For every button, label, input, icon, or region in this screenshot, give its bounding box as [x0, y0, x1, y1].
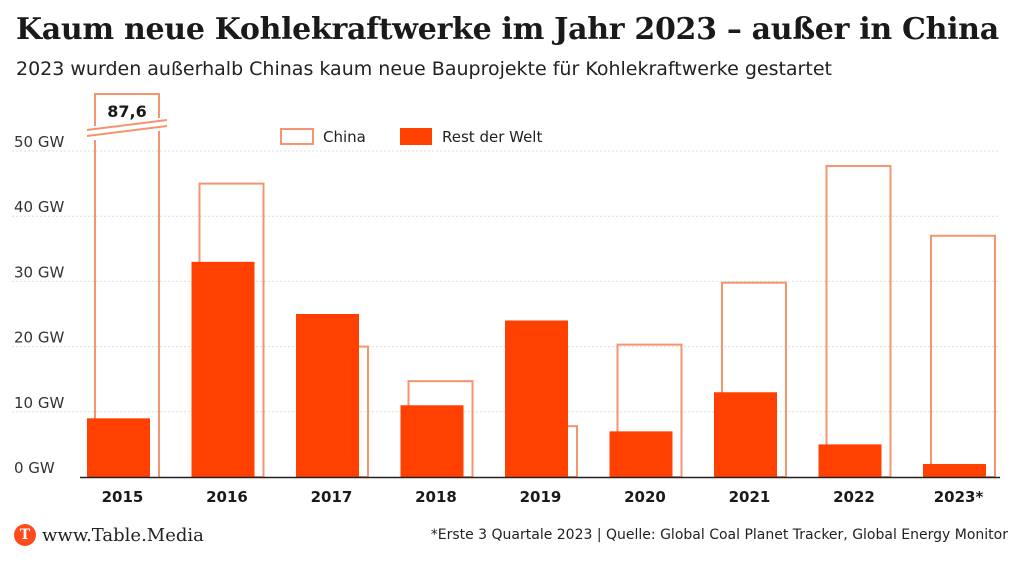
table-media-logo-icon: T — [14, 524, 36, 546]
bar-rest-2018 — [400, 405, 464, 477]
brand-logo: T www.Table.Media — [14, 524, 204, 546]
bar-china-2023* — [930, 234, 996, 478]
x-tick-label: 2017 — [311, 488, 353, 506]
y-tick-label: 20 GW — [14, 329, 64, 347]
x-tick-label: 2019 — [520, 488, 562, 506]
bar-rest-2020 — [609, 431, 673, 477]
axis-break-mark — [86, 125, 168, 137]
bar-rest-2019 — [505, 320, 568, 477]
x-tick-label: 2018 — [415, 488, 457, 506]
x-tick-label: 2023* — [934, 488, 984, 506]
x-tick-label: 2021 — [729, 488, 771, 506]
legend-label-rest: Rest der Welt — [442, 128, 542, 146]
y-tick-label: 0 GW — [14, 459, 55, 477]
legend-swatch-china — [280, 128, 314, 145]
bar-rest-2015 — [87, 418, 150, 477]
legend-label-china: China — [323, 128, 366, 146]
source-note: *Erste 3 Quartale 2023 | Quelle: Global … — [430, 527, 1008, 543]
chart-title: Kaum neue Kohlekraftwerke im Jahr 2023 –… — [16, 12, 999, 47]
bar-rest-2016 — [191, 261, 255, 477]
y-tick-label: 50 GW — [14, 133, 64, 151]
bar-rest-2022 — [818, 444, 882, 477]
chart-subtitle: 2023 wurden außerhalb Chinas kaum neue B… — [16, 58, 832, 80]
bar-rest-2021 — [714, 392, 777, 477]
bar-chart: 0 GW 10 GW 20 GW 30 GW 40 GW 50 GW 87,6 2015 201… — [12, 93, 1000, 506]
bar-china-2022 — [825, 164, 892, 478]
x-tick-label: 2016 — [206, 488, 248, 506]
x-tick-label: 2020 — [624, 488, 666, 506]
axis-break-label: 87,6 — [107, 102, 146, 121]
bar-rest-2023* — [923, 463, 986, 477]
x-tick-label: 2022 — [833, 488, 875, 506]
brand-url: www.Table.Media — [42, 524, 204, 546]
x-tick-label: 2015 — [102, 488, 144, 506]
bar-china-break-top — [94, 93, 160, 126]
bar-rest-2017 — [296, 314, 359, 477]
y-tick-label: 10 GW — [14, 394, 64, 412]
axis-break-mark — [86, 119, 168, 131]
y-tick-label: 40 GW — [14, 198, 64, 216]
legend-swatch-rest — [400, 128, 432, 145]
y-tick-label: 30 GW — [14, 263, 64, 281]
